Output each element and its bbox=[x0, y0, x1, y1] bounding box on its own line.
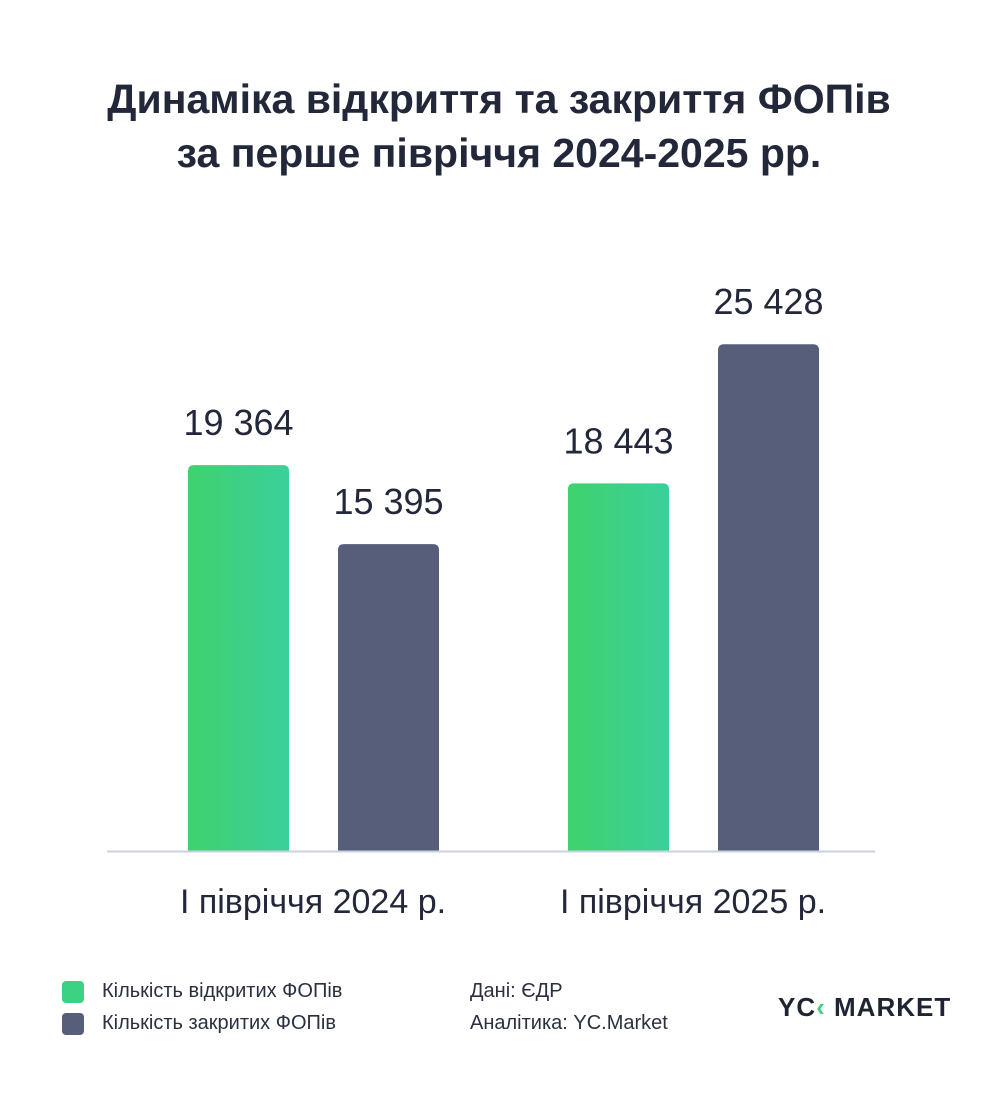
bar-closed-0 bbox=[338, 544, 439, 851]
data-label: 18 443 bbox=[563, 420, 673, 461]
bar-opened-1 bbox=[568, 483, 669, 851]
chart-title: Динаміка відкриття та закриття ФОПів за … bbox=[0, 72, 998, 180]
bar-opened-0 bbox=[188, 465, 289, 851]
category-label: І півріччя 2025 р. bbox=[560, 883, 826, 921]
title-line-2: за перше півріччя 2024-2025 рр. bbox=[176, 130, 822, 176]
bar-closed-1 bbox=[718, 344, 819, 851]
category-label: І півріччя 2024 р. bbox=[180, 883, 446, 921]
yc-market-logo: YC‹ MARKET bbox=[778, 992, 952, 1022]
title-line-1: Динаміка відкриття та закриття ФОПів bbox=[107, 76, 891, 122]
data-label: 25 428 bbox=[713, 281, 823, 322]
legend-swatch-closed bbox=[62, 1013, 84, 1035]
analytics-text: Аналітика: YC.Market bbox=[470, 1012, 668, 1034]
legend-label-opened: Кількість відкритих ФОПів bbox=[102, 980, 343, 1002]
bar-plot: 19 364 15 395 І півріччя 2024 р. 18 443 25 4… bbox=[107, 281, 875, 921]
data-label: 19 364 bbox=[183, 402, 293, 443]
legend-swatch-opened bbox=[62, 981, 84, 1003]
legend-label-closed: Кількість закритих ФОПів bbox=[102, 1012, 336, 1034]
data-label: 15 395 bbox=[333, 481, 443, 522]
source-text: Дані: ЄДР bbox=[470, 980, 563, 1002]
